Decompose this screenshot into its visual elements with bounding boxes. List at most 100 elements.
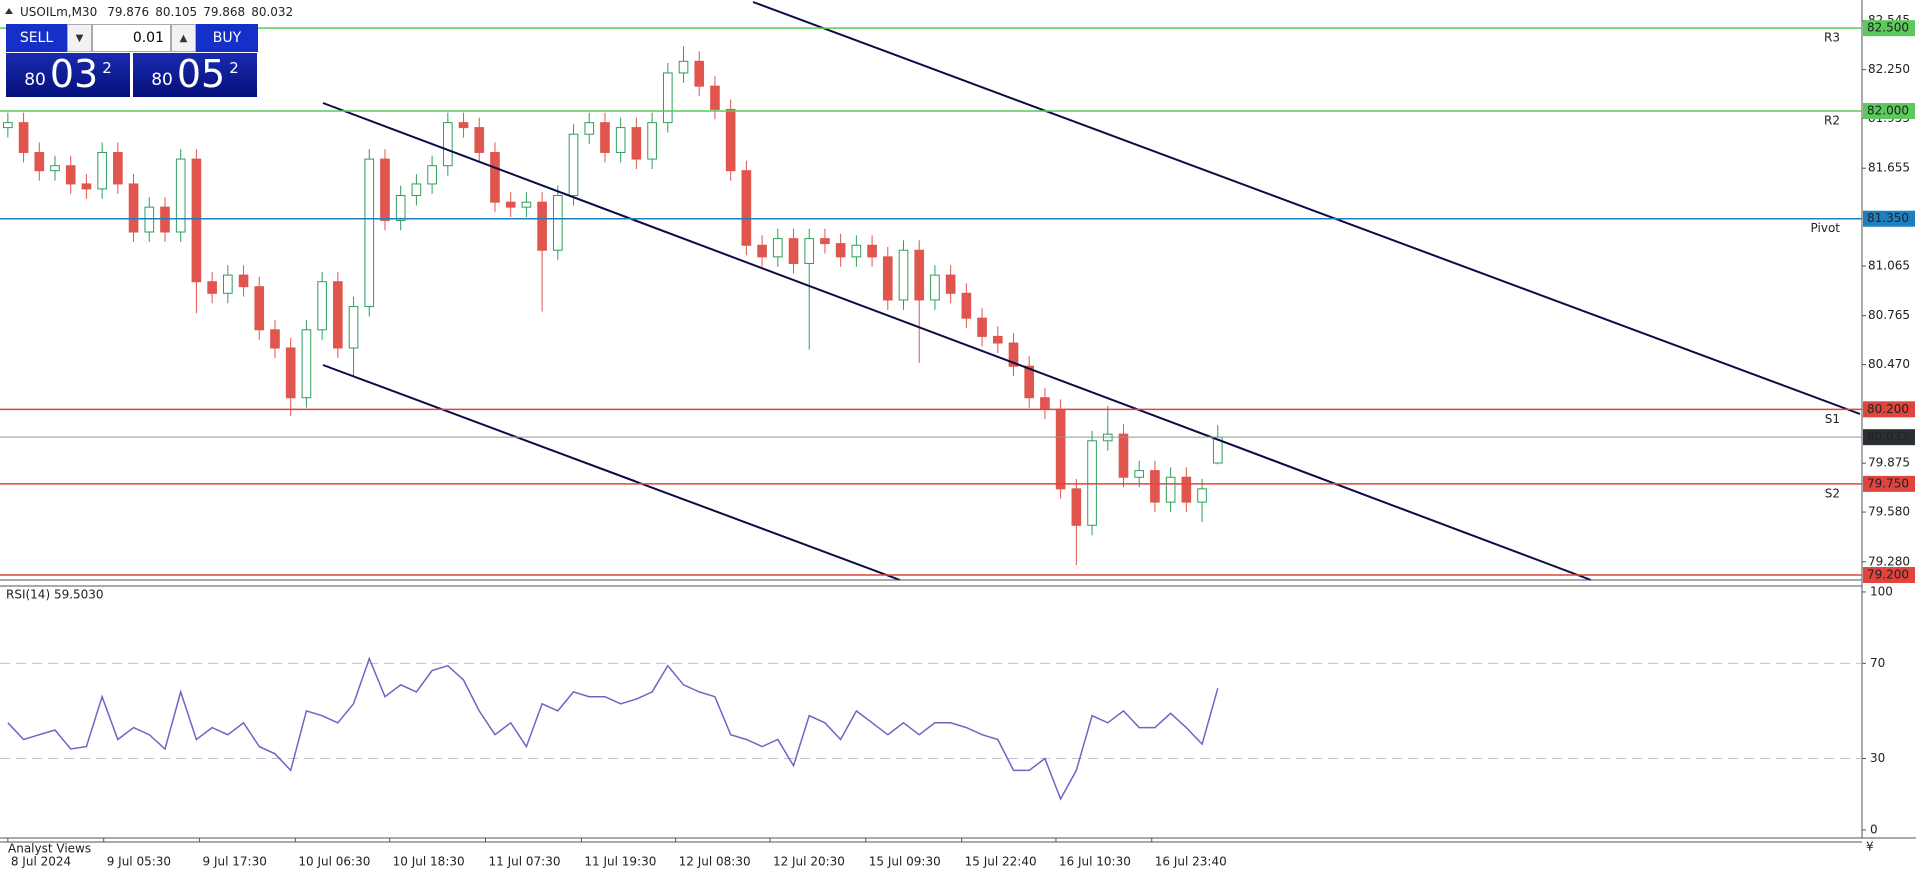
candle-body (458, 122, 469, 129)
candle-body (191, 158, 202, 283)
x-tick-label: 16 Jul 23:40 (1155, 855, 1227, 869)
candle-body (223, 274, 233, 294)
chart-header: USOILm,M30 79.876 80.105 79.868 80.032 (20, 5, 293, 19)
candle-body (882, 256, 893, 301)
candle-body (474, 127, 485, 153)
candle-body (977, 317, 987, 337)
candle-body (867, 244, 877, 258)
candle-body (820, 238, 830, 245)
footer-tab[interactable]: Analyst Views (8, 842, 91, 856)
y-tick-label: 80.765 (1868, 308, 1910, 322)
y-tick-label: 79.280 (1868, 554, 1910, 568)
level-label-box (1863, 20, 1915, 37)
candle-body (1008, 342, 1019, 367)
y-tick-label: 0 (1870, 822, 1878, 836)
y-tick-label: 100 (1870, 584, 1893, 598)
candle-body (1118, 433, 1129, 478)
trend-line (752, 1, 1861, 415)
level-label: 81.350 (1867, 211, 1909, 225)
level-label: 82.000 (1867, 104, 1909, 118)
candle-body (757, 244, 767, 258)
candle-body (521, 201, 532, 208)
y-tick-label: 80.470 (1868, 357, 1910, 371)
level-label-box (1863, 103, 1915, 120)
candle-body (804, 238, 815, 264)
candle-body (317, 281, 327, 331)
collapse-icon[interactable] (5, 8, 13, 14)
x-tick-label: 15 Jul 22:40 (965, 855, 1037, 869)
candle-body (788, 238, 799, 264)
ask-box[interactable]: 80 05 2 (133, 53, 257, 97)
trend-lines (322, 1, 1861, 581)
x-tick-label: 8 Jul 2024 (11, 855, 71, 869)
y-tick-label: 70 (1870, 656, 1885, 670)
candle-body (1055, 408, 1066, 490)
candle-body (615, 127, 626, 153)
candle-body (427, 165, 437, 185)
candle-body (333, 281, 343, 349)
candle-body (81, 183, 92, 190)
candle-body (380, 158, 390, 221)
candle-body (710, 85, 720, 110)
candle-body (18, 122, 29, 153)
candle-body (1087, 440, 1097, 526)
trade-row: SELL ▼ 0.01 ▲ BUY (6, 24, 258, 52)
candle-body (364, 158, 375, 308)
candle-body (647, 122, 657, 160)
candle-body (97, 151, 107, 190)
candle-body (1197, 488, 1207, 503)
level-label-box (1863, 401, 1915, 418)
candle-body (238, 274, 249, 288)
candle-body (992, 335, 1003, 344)
candle-body (552, 195, 563, 251)
candle-body (694, 60, 705, 87)
candle-body (443, 122, 453, 167)
level-tag: Pivot (1811, 221, 1841, 235)
sell-button[interactable]: SELL (6, 24, 67, 52)
candle-body (662, 72, 673, 124)
trend-line (322, 364, 901, 581)
candle-body (631, 127, 642, 160)
level-label: 79.200 (1867, 568, 1909, 582)
buy-button[interactable]: BUY (196, 24, 258, 52)
ask-big: 80 (151, 70, 173, 90)
y-tick-label: 79.875 (1868, 456, 1910, 470)
level-tag: R2 (1824, 114, 1840, 128)
candle-body (772, 238, 783, 258)
level-label: 82.500 (1867, 21, 1909, 35)
level-label: 79.750 (1867, 476, 1909, 490)
candle-body (348, 306, 359, 349)
volume-down[interactable]: ▼ (67, 24, 92, 52)
symbol: USOILm,M30 (20, 5, 97, 19)
candle-body (113, 151, 123, 185)
corner-icon[interactable]: ¥ (1866, 840, 1874, 854)
bid-box[interactable]: 80 03 2 (6, 53, 130, 97)
candle-body (144, 206, 155, 233)
candle-body (851, 244, 862, 258)
x-tick-label: 10 Jul 18:30 (393, 855, 465, 869)
level-tag: S1 (1825, 412, 1840, 426)
candle-body (301, 329, 312, 399)
current-price-label: 80.032 (1867, 430, 1909, 444)
candle-body (600, 122, 610, 153)
x-tick-label: 11 Jul 07:30 (489, 855, 561, 869)
candle-body (835, 243, 846, 258)
candle-body (1040, 397, 1050, 410)
candle-body (725, 108, 736, 172)
candle-body (945, 274, 956, 294)
bid-main: 03 (49, 52, 99, 96)
x-tick-label: 10 Jul 06:30 (298, 855, 370, 869)
trend-line (322, 102, 1592, 581)
candle-body (914, 249, 925, 301)
candle-body (285, 347, 296, 399)
level-label-box (1863, 210, 1915, 227)
bid-small: 2 (102, 59, 112, 77)
y-tick-label: 82.250 (1868, 62, 1910, 76)
candle-body (678, 60, 689, 74)
candle-body (1024, 365, 1035, 399)
volume-input[interactable]: 0.01 (92, 24, 171, 52)
bid-big: 80 (24, 70, 46, 90)
volume-up[interactable]: ▲ (171, 24, 196, 52)
candle-body (65, 165, 76, 185)
